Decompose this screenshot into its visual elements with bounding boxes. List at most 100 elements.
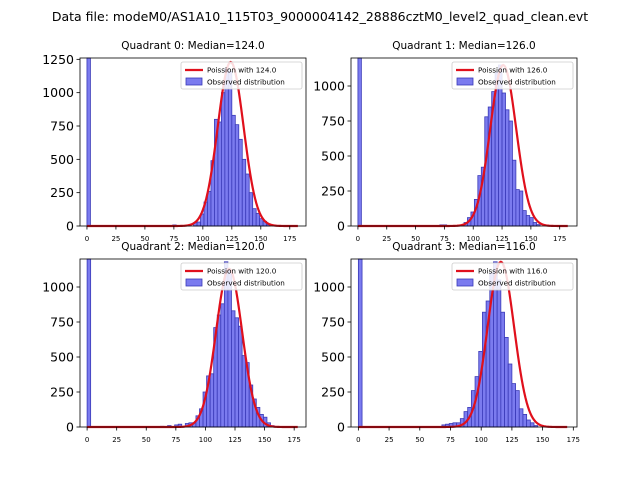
x-tick-label: 150 (536, 436, 549, 444)
x-tick-label: 175 (553, 235, 566, 243)
legend-bar-label: Observed distribution (478, 78, 556, 87)
legend-bar-label: Observed distribution (207, 279, 285, 288)
x-tick-label: 50 (140, 235, 149, 243)
histogram-bar (227, 269, 232, 428)
quadrant-2-title: Quadrant 2: Median=120.0 (121, 241, 264, 253)
histogram-bar (86, 258, 92, 428)
histogram-bar (504, 336, 509, 428)
y-tick-label: 1000 (42, 280, 74, 295)
y-tick-label: 500 (321, 149, 345, 164)
histogram-bar (216, 314, 222, 428)
histogram-bar (234, 124, 240, 227)
histogram-bar (496, 279, 502, 428)
x-tick-label: 0 (356, 235, 360, 243)
x-tick-label: 125 (228, 436, 241, 444)
legend-curve-label: Poission with 124.0 (207, 66, 277, 75)
y-tick-label: 500 (50, 350, 74, 365)
y-tick-label: 250 (50, 385, 74, 400)
x-tick-label: 50 (142, 436, 151, 444)
legend-bar-swatch (456, 77, 474, 86)
y-tick-label: 1000 (42, 85, 74, 100)
quadrant-1-panel: Quadrant 1: Median=126.0 0 25 50 75 100 125 15… (313, 40, 578, 243)
histogram-bar (525, 215, 531, 227)
x-tick-label: 75 (169, 235, 178, 243)
legend-curve-label: Poission with 126.0 (478, 66, 548, 75)
histogram-bar (522, 413, 528, 428)
x-tick-label: 0 (356, 436, 360, 444)
histogram-bar (231, 114, 236, 227)
histogram-bar (500, 311, 505, 428)
quadrant-2-bars (86, 258, 275, 428)
quadrant-0-legend: Poission with 124.0 Observed distributio… (180, 61, 303, 90)
x-tick-label: 175 (283, 235, 296, 243)
legend-bar-label: Observed distribution (478, 279, 556, 288)
histogram-bar (529, 422, 535, 428)
x-tick-label: 75 (440, 235, 449, 243)
histogram-bar (515, 189, 520, 227)
histogram-bar (505, 109, 510, 227)
legend-curve-label: Poission with 116.0 (478, 267, 548, 276)
x-tick-label: 0 (85, 235, 89, 243)
quadrant-2-axes: 0 25 50 75 100 125 150 175 0 250 500 750 1000 (42, 258, 307, 444)
histogram-bar (518, 408, 524, 428)
y-tick-label: 0 (66, 420, 74, 435)
x-tick-label: 50 (411, 235, 420, 243)
y-tick-label: 500 (50, 152, 74, 167)
x-tick-label: 125 (505, 436, 518, 444)
y-tick-label: 1250 (42, 52, 74, 67)
y-tick-label: 250 (321, 184, 345, 199)
quadrant-0-axes: 0 25 50 75 100 125 150 175 0 250 500 750 1000 1250 (42, 52, 307, 243)
x-tick-label: 100 (475, 436, 488, 444)
histogram-bar (252, 208, 257, 227)
x-tick-label: 75 (446, 436, 455, 444)
legend-bar-swatch (456, 278, 474, 287)
histogram-bar (196, 221, 201, 227)
y-tick-label: 0 (337, 219, 345, 234)
histogram-bar (255, 212, 261, 227)
histogram-bar (207, 190, 212, 227)
histogram-bar (501, 92, 506, 227)
quadrant-3-axes: 0 25 50 75 100 125 150 175 0 250 500 750 1000 (313, 258, 580, 444)
legend-frame (180, 61, 303, 90)
y-tick-label: 750 (321, 315, 345, 330)
quadrant-1-title: Quadrant 1: Median=126.0 (392, 40, 535, 52)
histogram-bar (518, 190, 524, 227)
x-tick-label: 25 (382, 235, 391, 243)
quadrant-1-legend: Poission with 126.0 Observed distributio… (451, 61, 574, 90)
histogram-bar (507, 363, 513, 428)
figure-suptitle: Data file: modeM0/AS1A10_115T03_90000041… (52, 9, 588, 24)
y-tick-label: 1000 (313, 280, 345, 295)
x-tick-label: 0 (85, 436, 89, 444)
x-tick-label: 150 (524, 235, 537, 243)
x-tick-label: 75 (171, 436, 180, 444)
histogram-bar (231, 310, 236, 428)
x-tick-label: 25 (385, 436, 394, 444)
y-tick-label: 1000 (313, 79, 345, 94)
histogram-bar (248, 192, 254, 227)
quadrant-3-title: Quadrant 3: Median=116.0 (392, 241, 535, 253)
y-tick-label: 250 (50, 185, 74, 200)
legend-bar-swatch (185, 77, 203, 86)
legend-bar-label: Observed distribution (207, 78, 285, 87)
quadrant-2-poisson-curve (87, 267, 298, 429)
y-tick-label: 0 (337, 420, 345, 435)
histogram-bar (217, 121, 222, 227)
x-tick-label: 125 (495, 235, 508, 243)
y-tick-label: 750 (321, 114, 345, 129)
x-tick-label: 150 (254, 235, 267, 243)
y-tick-label: 750 (50, 119, 74, 134)
histogram-bar (238, 325, 243, 428)
histogram-bar (220, 303, 225, 428)
quadrant-0-title: Quadrant 0: Median=124.0 (121, 40, 264, 52)
histogram-bar (526, 419, 531, 428)
x-tick-label: 25 (111, 235, 120, 243)
y-tick-label: 250 (321, 385, 345, 400)
histogram-bar (482, 311, 487, 428)
x-tick-label: 175 (287, 436, 300, 444)
histogram-bar (241, 158, 247, 227)
x-tick-label: 100 (467, 235, 480, 243)
histogram-bar (357, 258, 363, 428)
x-tick-label: 25 (112, 436, 121, 444)
quadrant-1-axes: 0 25 50 75 100 125 150 175 0 250 500 750 1000 (313, 57, 578, 243)
histogram-bar (234, 317, 239, 428)
